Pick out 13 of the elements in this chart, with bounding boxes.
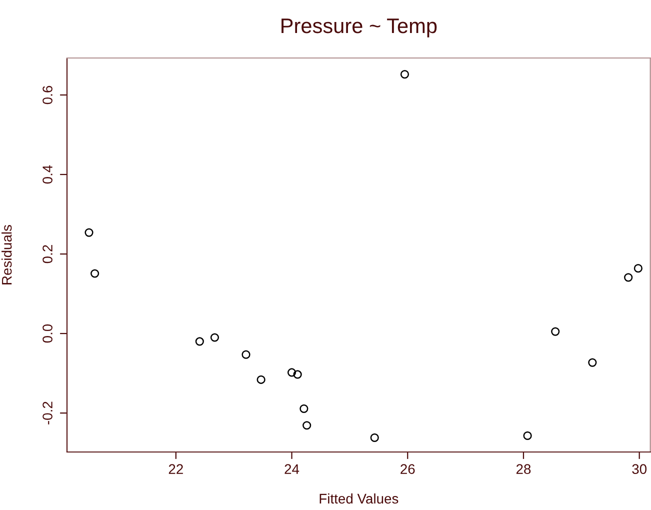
y-tick-label: 0.0 [42, 324, 52, 343]
x-tick-label: 30 [632, 464, 647, 474]
x-tick-label: 24 [284, 464, 300, 474]
x-tick-label: 26 [400, 464, 415, 474]
x-tick-label: 22 [168, 464, 183, 474]
y-axis-title: Residuals [2, 225, 12, 284]
y-tick-label: -0.2 [42, 402, 52, 424]
x-axis-title: Fitted Values [320, 493, 398, 504]
y-tick-label: 0.6 [42, 86, 52, 104]
y-tick-label: 0.4 [42, 165, 52, 184]
chart-title: Pressure ~ Temp [282, 18, 437, 38]
y-tick-label: 0.2 [42, 245, 52, 264]
x-tick-label: 28 [516, 464, 531, 474]
